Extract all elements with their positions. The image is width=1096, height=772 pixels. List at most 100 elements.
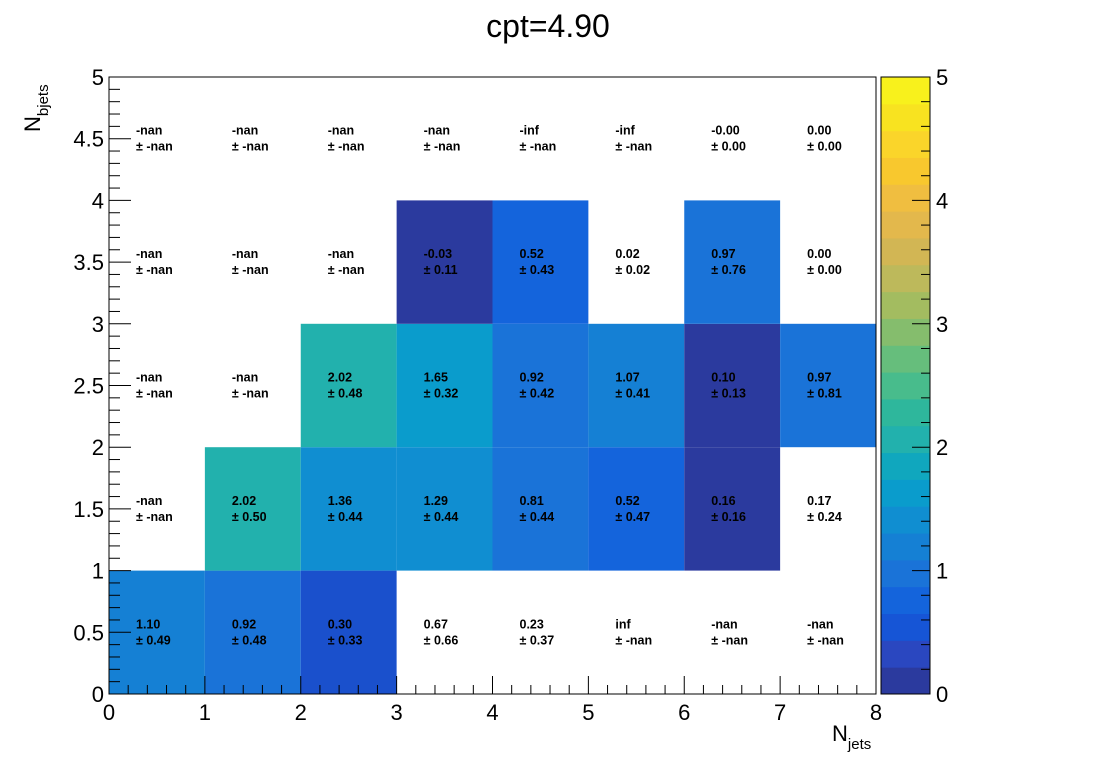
color-scale-tick-label: 2: [936, 435, 948, 460]
color-scale-segment: [881, 613, 930, 641]
cell-value-label: -nan: [807, 617, 833, 631]
cell-value-label: 2.02: [328, 371, 352, 385]
y-tick-label: 2.5: [73, 374, 104, 399]
heatmap-cell: [684, 447, 781, 571]
x-tick-label: 3: [391, 700, 403, 725]
x-tick-label: 5: [582, 700, 594, 725]
color-scale-segment: [881, 425, 930, 454]
cell-error-label: ± -nan: [328, 140, 365, 154]
cell-value-label: 1.10: [136, 617, 160, 631]
heatmap-cell: [684, 200, 781, 324]
cell-error-label: ± 0.00: [807, 263, 842, 277]
heatmap-cell: [492, 323, 589, 448]
chart-title: cpt=4.90: [486, 8, 610, 44]
cell-value-label: -nan: [232, 371, 258, 385]
cell-error-label: ± -nan: [232, 140, 269, 154]
heatmap-cells: [109, 200, 876, 694]
heatmap-cell: [396, 447, 493, 571]
cell-error-label: ± 0.47: [615, 510, 650, 524]
cell-error-label: ± 0.00: [807, 140, 842, 154]
color-scale-segment: [881, 130, 930, 158]
y-tick-label: 4.5: [73, 127, 104, 152]
cell-value-label: -nan: [328, 124, 354, 138]
cell-error-label: ± -nan: [328, 263, 365, 277]
heatmap-cell: [588, 447, 685, 571]
cell-error-label: ± 0.76: [711, 263, 746, 277]
cell-value-label: 0.67: [424, 617, 448, 631]
cell-value-label: -0.00: [711, 124, 740, 138]
y-axis: 0 0.5 1 1.5 2 2.5 3 3.5 4 4.5 5: [73, 65, 131, 707]
cell-value-label: 0.00: [807, 124, 831, 138]
cell-error-label: ± 0.13: [711, 387, 746, 401]
cell-error-label: ± 0.24: [807, 510, 842, 524]
y-tick-label: 2: [92, 435, 104, 460]
cell-value-label: -nan: [328, 247, 354, 261]
cell-error-label: ± 0.81: [807, 387, 842, 401]
cell-error-label: ± -nan: [615, 633, 652, 647]
cell-value-label: 1.36: [328, 494, 352, 508]
heatmap-cell: [588, 323, 685, 448]
cell-value-label: inf: [615, 617, 631, 631]
cell-value-label: -inf: [615, 124, 635, 138]
cell-error-label: ± 0.48: [232, 633, 267, 647]
y-tick-label: 1.5: [73, 497, 104, 522]
y-tick-label: 4: [92, 188, 104, 213]
cell-error-label: ± 0.42: [520, 387, 555, 401]
cell-error-label: ± 0.11: [424, 263, 458, 277]
cell-value-label: 0.97: [807, 371, 831, 385]
x-tick-label: 1: [199, 700, 211, 725]
cell-value-label: -inf: [520, 124, 540, 138]
color-scale-tick-label: 4: [936, 188, 948, 213]
cell-error-label: ± 0.16: [711, 510, 746, 524]
x-axis-title-main: N: [832, 721, 848, 746]
cell-value-label: -0.03: [424, 247, 453, 261]
cell-value-label: -nan: [232, 124, 258, 138]
color-scale: 0 1 2 3 4 5: [880, 65, 948, 707]
color-scale-tick-label: 1: [936, 559, 948, 584]
heatmap-cell: [396, 323, 493, 448]
cell-error-label: ± 0.44: [424, 510, 459, 524]
y-tick-label: 1: [92, 559, 104, 584]
y-tick-label: 3.5: [73, 250, 104, 275]
cell-value-label: 0.23: [520, 617, 544, 631]
heatmap-cell: [780, 323, 876, 448]
cell-error-label: ± 0.33: [328, 633, 363, 647]
cell-value-label: -nan: [136, 494, 162, 508]
color-scale-segment: [881, 345, 930, 373]
cell-value-label: 0.17: [807, 494, 831, 508]
cell-value-label: 0.16: [711, 494, 735, 508]
color-scale-segment: [881, 157, 930, 185]
cell-error-label: ± 0.32: [424, 387, 459, 401]
color-scale-segment: [881, 559, 930, 588]
x-tick-label: 6: [678, 700, 690, 725]
cell-value-label: 1.07: [615, 371, 639, 385]
cell-value-label: 0.02: [615, 247, 639, 261]
cell-value-label: 0.97: [711, 247, 735, 261]
cell-value-label: -nan: [136, 124, 162, 138]
y-tick-label: 3: [92, 312, 104, 337]
color-scale-tick-label: 3: [936, 312, 948, 337]
y-tick-label: 0: [92, 682, 104, 707]
cell-value-label: 0.30: [328, 617, 352, 631]
cell-value-label: 0.10: [711, 371, 735, 385]
cell-value-label: 0.81: [520, 494, 544, 508]
x-tick-label: 8: [870, 700, 882, 725]
cell-error-label: ± -nan: [807, 633, 844, 647]
cell-value-label: 1.65: [424, 371, 448, 385]
cell-value-label: -nan: [136, 371, 162, 385]
color-scale-segment: [881, 77, 930, 105]
cell-value-label: 0.92: [520, 371, 544, 385]
heatmap-cell: [204, 447, 301, 571]
heatmap-cell: [492, 447, 589, 571]
cell-error-label: ± -nan: [136, 510, 173, 524]
color-scale-segment: [881, 184, 930, 212]
cell-error-label: ± -nan: [232, 387, 269, 401]
cell-labels: 1.10 ± 0.49 0.92 ± 0.48 0.30 ± 0.33 0.67 ± 0.66…: [136, 124, 844, 648]
cell-error-label: ± 0.44: [328, 510, 363, 524]
y-tick-label: 0.5: [73, 620, 104, 645]
x-axis-title-sub: jets: [847, 736, 871, 753]
cell-value-label: -nan: [711, 617, 737, 631]
cell-error-label: ± -nan: [615, 140, 652, 154]
cell-error-label: ± 0.44: [520, 510, 555, 524]
